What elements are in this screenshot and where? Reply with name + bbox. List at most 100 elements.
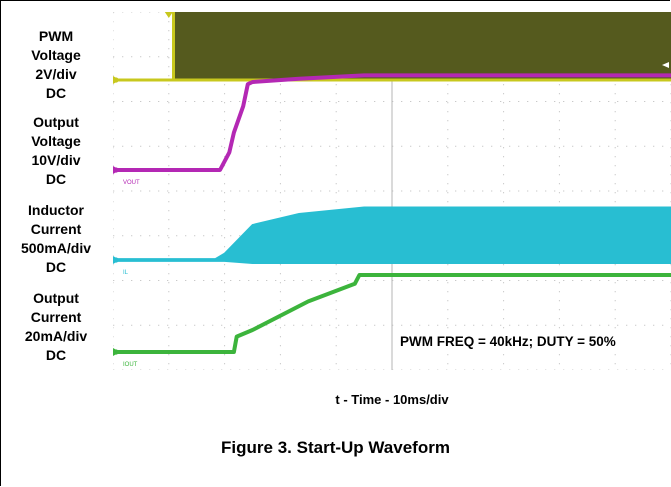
- grid-dot: [158, 324, 160, 326]
- grid-dot: [122, 101, 124, 102]
- grid-dot: [248, 101, 250, 102]
- grid-dot: [203, 324, 205, 326]
- grid-dot: [239, 101, 241, 102]
- grid-dot: [335, 282, 337, 284]
- grid-dot: [383, 101, 385, 102]
- grid-dot: [419, 324, 421, 326]
- grid-dot: [335, 147, 337, 149]
- grid-dot: [168, 309, 170, 311]
- grid-dot: [447, 93, 449, 95]
- grid-dot: [626, 369, 628, 370]
- x-axis-label: t - Time - 10ms/div: [335, 392, 449, 407]
- grid-dot: [558, 165, 560, 167]
- grid-dot: [224, 345, 226, 347]
- grid-dot: [503, 93, 505, 95]
- grid-dot: [194, 101, 196, 102]
- grid-dot: [176, 280, 178, 281]
- grid-dot: [284, 324, 286, 326]
- grid-dot: [614, 363, 616, 365]
- grid-dot: [464, 324, 466, 326]
- grid-dot: [644, 324, 646, 326]
- grid-dot: [113, 101, 115, 102]
- grid-dot: [311, 324, 313, 326]
- grid-dot: [527, 145, 529, 147]
- grid-dot: [168, 48, 170, 50]
- grid-dot: [224, 219, 226, 221]
- grid-dot: [194, 324, 196, 326]
- grid-dot: [518, 280, 520, 281]
- grid-dot: [248, 145, 250, 147]
- grid-dot: [279, 363, 281, 365]
- grid-dot: [335, 165, 337, 167]
- grid-dot: [437, 101, 439, 102]
- grid-dot: [626, 101, 628, 102]
- grid-dot: [335, 318, 337, 320]
- grid-dot: [113, 93, 114, 95]
- grid-dot: [614, 318, 616, 320]
- grid-dot: [614, 84, 616, 86]
- grid-dot: [185, 190, 187, 192]
- grid-dot: [302, 190, 304, 192]
- grid-dot: [329, 324, 331, 326]
- grid-dot: [131, 280, 133, 281]
- grid-dot: [545, 101, 547, 102]
- label-line: PWM: [38, 28, 74, 44]
- grid-dot: [614, 102, 616, 104]
- grid-dot: [113, 345, 114, 347]
- grid-dot: [275, 145, 277, 147]
- grid-dot: [614, 165, 616, 167]
- grid-dot: [266, 324, 268, 326]
- grid-dot: [383, 369, 385, 370]
- grid-dot: [279, 138, 281, 140]
- grid-dot: [563, 190, 565, 192]
- grid-dot: [464, 101, 466, 102]
- grid-dot: [545, 324, 547, 326]
- grid-dot: [383, 324, 385, 326]
- grid-dot: [168, 228, 170, 230]
- grid-dot: [626, 324, 628, 326]
- grid-dot: [335, 183, 337, 185]
- grid-dot: [311, 280, 313, 281]
- grid-dot: [122, 324, 124, 326]
- label-line: 10V/div: [31, 152, 81, 168]
- grid-dot: [455, 369, 457, 370]
- grid-dot: [563, 324, 565, 326]
- channel-label-pwm: PWM Voltage 2V/div DC: [0, 27, 112, 103]
- grid-dot: [168, 39, 170, 41]
- grid-dot: [122, 280, 124, 281]
- grid-dot: [248, 369, 250, 370]
- grid-dot: [653, 280, 655, 281]
- grid-dot: [149, 12, 151, 13]
- grid-dot: [473, 101, 475, 102]
- grid-dot: [572, 145, 574, 147]
- grid-dot: [185, 280, 187, 281]
- grid-dot: [614, 192, 616, 194]
- grid-dot: [224, 174, 226, 176]
- grid-dot: [599, 280, 601, 281]
- grid-dot: [212, 145, 214, 147]
- grid-dot: [365, 145, 367, 147]
- grid-dot: [168, 219, 170, 221]
- grid-dot: [320, 369, 322, 370]
- grid-dot: [563, 280, 565, 281]
- grid-dot: [224, 147, 226, 149]
- grid-dot: [374, 190, 376, 192]
- grid-dot: [558, 264, 560, 266]
- grid-dot: [428, 324, 430, 326]
- grid-dot: [503, 192, 505, 194]
- grid-dot: [518, 190, 520, 192]
- grid-dot: [572, 190, 574, 192]
- grid-dot: [168, 138, 170, 140]
- grid-dot: [558, 156, 560, 158]
- grid-dot: [599, 190, 601, 192]
- grid-dot: [224, 120, 226, 122]
- grid-dot: [221, 324, 223, 326]
- grid-dot: [168, 264, 170, 266]
- grid-dot: [168, 120, 170, 122]
- grid-dot: [224, 111, 226, 113]
- grid-dot: [212, 235, 214, 237]
- grid-dot: [113, 56, 115, 58]
- grid-dot: [167, 324, 169, 326]
- grid-dot: [338, 280, 340, 281]
- grid-dot: [473, 190, 475, 192]
